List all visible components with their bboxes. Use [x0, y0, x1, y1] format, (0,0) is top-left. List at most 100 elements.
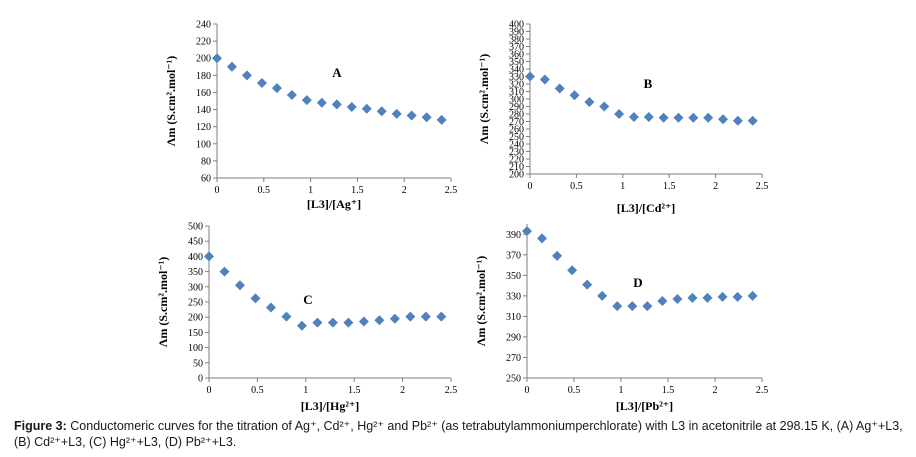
- data-point: (1.76, 275): [688, 112, 699, 123]
- data-point: (0.96, 172): [296, 320, 307, 331]
- y-tick-label: 100: [188, 343, 203, 354]
- y-tick-label: 80: [201, 156, 211, 167]
- x-axis-title: [L3]/[Pb²⁺]: [616, 399, 673, 413]
- data-point: (1.92, 195): [389, 313, 400, 324]
- y-tick-label: 350: [188, 267, 203, 278]
- x-tick-label: 2.5: [445, 385, 458, 396]
- panel-label: D: [633, 275, 642, 290]
- data-point: (1.76, 138): [376, 106, 387, 117]
- y-tick-label: 400: [509, 20, 524, 31]
- y-tick-label: 380: [509, 35, 524, 46]
- data-point: (1.92, 135): [391, 108, 402, 119]
- data-point: (2.24, 329): [732, 291, 743, 302]
- data-point: (0.32, 369): [552, 250, 563, 261]
- y-tick-label: 340: [509, 65, 524, 76]
- data-point: (2.08, 133): [406, 110, 417, 121]
- y-tick-label: 310: [506, 312, 521, 323]
- data-point: (1.6, 186): [358, 316, 369, 327]
- data-point: (1.44, 325): [657, 296, 668, 306]
- y-tick-label: 360: [509, 50, 524, 61]
- figure-caption: Figure 3: Conductomeric curves for the t…: [14, 418, 910, 450]
- chart-panel-b: 2002102202302402502602702802903003103203…: [477, 20, 768, 216]
- data-point: (1.28, 146): [331, 99, 342, 110]
- y-tick-label: 400: [188, 252, 203, 263]
- y-tick-label: 160: [196, 88, 211, 99]
- data-point: (0, 330): [525, 71, 535, 82]
- y-axis-title: Λm (S.cm².mol⁻¹): [164, 56, 178, 146]
- data-point: (0.16, 190): [226, 61, 237, 72]
- y-tick-label: 330: [509, 72, 524, 83]
- data-point: (0.64, 296): [584, 97, 595, 107]
- x-tick-label: 0.5: [258, 185, 271, 196]
- y-tick-label: 270: [506, 353, 521, 364]
- data-point: (1.28, 276): [643, 112, 654, 122]
- data-point: (0.64, 165): [271, 83, 282, 94]
- data-point: (1.6, 141): [361, 103, 372, 114]
- x-tick-label: 0.5: [251, 385, 264, 396]
- x-tick-label: 2: [402, 185, 407, 196]
- data-point: (0.48, 355): [567, 265, 578, 276]
- data-point: (0.8, 157): [286, 90, 297, 101]
- data-point: (1.44, 143): [346, 101, 357, 112]
- x-tick-label: 0: [215, 185, 220, 196]
- data-point: (1.28, 182): [327, 317, 338, 328]
- x-tick-label: 2.5: [445, 185, 458, 196]
- x-tick-label: 1.5: [351, 185, 364, 196]
- x-tick-label: 1: [619, 385, 624, 396]
- data-point: (0.48, 171): [256, 78, 267, 89]
- data-point: (2.4, 271): [747, 115, 758, 126]
- chart-panel-d: 250 270 290 310 330 350 370 390 0 0.5 1 1.5 2 2.5 (0, …: [474, 224, 768, 413]
- x-tick-label: 1: [620, 181, 625, 192]
- data-point: (1.12, 182): [312, 317, 323, 328]
- y-tick-label: 300: [188, 282, 203, 293]
- y-tick-label: 290: [509, 102, 524, 113]
- data-point: (2.08, 202): [405, 311, 416, 322]
- y-tick-label: 270: [509, 117, 524, 128]
- y-tick-label: 200: [188, 313, 203, 324]
- data-point: (0.64, 341): [582, 279, 593, 290]
- data-point: (1.6, 275): [673, 112, 684, 123]
- y-axis-title: Λm (S.cm².mol⁻¹): [156, 257, 170, 347]
- y-tick-label: 240: [509, 140, 524, 151]
- data-point: (1.92, 275): [703, 112, 714, 123]
- y-tick-label: 250: [506, 374, 521, 385]
- x-tick-label: 2: [713, 385, 718, 396]
- data-point: (2.4, 128): [436, 114, 447, 125]
- x-tick-label: 1: [308, 185, 313, 196]
- caption-text-line2: (B) Cd²⁺+L3, (C) Hg²⁺+L3, (D) Pb²⁺+L3.: [14, 435, 237, 449]
- y-tick-label: 250: [509, 132, 524, 143]
- y-tick-label: 100: [196, 139, 211, 150]
- data-point: (0.8, 290): [599, 101, 610, 112]
- y-tick-label: 200: [509, 170, 524, 181]
- y-tick-label: 320: [509, 80, 524, 91]
- data-point: (1.44, 182): [343, 317, 354, 328]
- data-point: (1.6, 327): [672, 293, 683, 304]
- data-point: (1.12, 276): [628, 112, 639, 122]
- x-tick-label: 1.5: [662, 385, 675, 396]
- y-tick-label: 220: [509, 155, 524, 166]
- data-point: (0.16, 386): [537, 233, 548, 244]
- chart-panel-c: 0 50 100 150 200 250 300 350 400 450 500 0 0.5 1 1.5 2 2…: [156, 222, 457, 414]
- y-tick-label: 60: [201, 174, 211, 185]
- data-point: (0, 393): [522, 226, 532, 237]
- y-tick-label: 180: [196, 71, 211, 82]
- data-point: (0.16, 326): [539, 74, 550, 85]
- x-tick-label: 0: [528, 181, 533, 192]
- data-point: (1.12, 320): [627, 301, 638, 312]
- data-point: (0.96, 320): [612, 301, 623, 312]
- x-tick-label: 2.5: [756, 181, 769, 192]
- data-point: (2.24, 131): [421, 112, 432, 123]
- data-point: (2.08, 273): [718, 114, 729, 125]
- data-point: (2.24, 202): [420, 311, 431, 322]
- data-point: (0.48, 305): [569, 90, 580, 101]
- data-point: (1.28, 320): [642, 301, 653, 312]
- chart-panel-a: 60 80 100 120 140 160 180 200 220 240 0 0.5 1 1.5 2 2.5…: [164, 20, 457, 212]
- x-axis-title: [L3]/[Ag⁺]: [307, 197, 361, 211]
- data-point: (0.8, 202): [281, 311, 292, 322]
- y-tick-label: 350: [506, 271, 521, 282]
- y-tick-label: 250: [188, 298, 203, 309]
- panel-label: B: [644, 76, 653, 91]
- data-point: (0, 400): [204, 251, 214, 262]
- y-tick-label: 330: [506, 291, 521, 302]
- panel-label: A: [332, 65, 342, 80]
